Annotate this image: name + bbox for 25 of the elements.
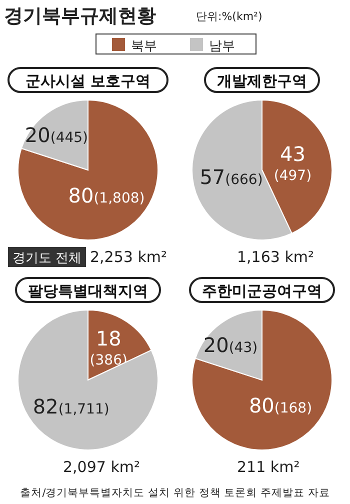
text: 2,253 km² [90,248,168,266]
legend-label: 북부 [131,39,157,54]
chart-title: 팔당특별대책지역 [28,282,148,300]
data-label: 20(445) [24,122,88,147]
data-label: 20(43) [203,332,258,357]
pie-slice [18,100,158,240]
data-label: 18 (386) [90,326,128,368]
legend-label: 남부 [209,39,235,54]
chart-title: 개발제한구역 [217,72,307,90]
text: 군사시설 보호구역 [25,72,151,90]
data-label: 80(1,808) [68,183,145,208]
data-label: 57(666) [200,164,263,189]
pie-slice [18,310,158,450]
source-note: 출처/경기북부특별자치도 설치 위한 정책 토론회 주제발표 자료 [20,487,330,499]
data-label: 82(1,711) [32,394,110,419]
chart-subtitle: 경기북부규제현황 [4,5,156,27]
text: 1,163 km² [237,248,314,266]
data-label: 80(168) [248,393,312,418]
text: 2,097 km² [63,458,140,476]
text: 단위:%(km²) [196,10,262,23]
text: 211 km² [237,458,300,476]
chart-title: 주한미군공여구역 [202,282,322,300]
text: 경기도 전체 [12,251,82,266]
pie-slice [192,310,332,450]
data-label: 43 (497) [274,142,312,184]
